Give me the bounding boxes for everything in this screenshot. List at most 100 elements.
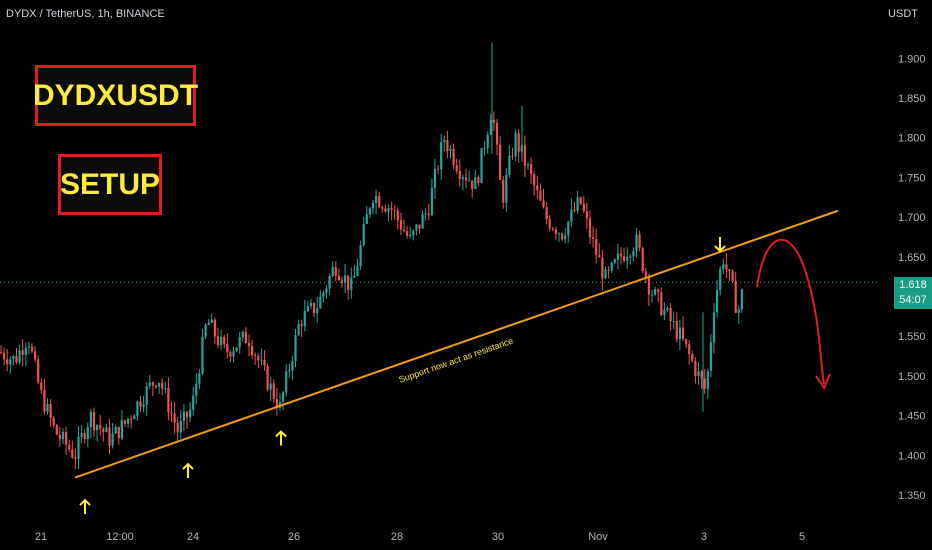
candle-body [613, 259, 616, 263]
candle-body [536, 185, 539, 191]
candle-body [241, 331, 244, 338]
candle-body [402, 229, 406, 232]
candle-body [660, 292, 663, 316]
candle-body [133, 415, 136, 420]
candle-body [185, 411, 189, 418]
candle-body [322, 292, 325, 297]
y-tick-label: 1.550 [898, 331, 926, 343]
candle-body [0, 352, 3, 354]
candle-body [263, 359, 266, 366]
candle-body [257, 356, 260, 361]
support-touch-arrow [275, 430, 287, 446]
candle-body [489, 119, 492, 135]
candle-body [685, 339, 688, 345]
candle-body [461, 177, 464, 179]
symbol-info[interactable]: DYDX / TetherUS, 1h, BINANCE [6, 8, 165, 20]
candle-body [694, 360, 697, 376]
candle-body [123, 420, 127, 424]
candle-body [623, 256, 626, 261]
candle-body [564, 235, 567, 240]
candle-body [486, 134, 489, 149]
candle-body [195, 383, 198, 396]
resistance-touch-arrow [714, 237, 726, 253]
candle-body [530, 164, 533, 175]
support-touch-arrow [79, 498, 91, 515]
candle-body [412, 230, 415, 236]
y-tick-label: 1.750 [898, 172, 926, 184]
candle-body [728, 269, 731, 272]
candle-body [511, 155, 514, 157]
candle-body [390, 208, 393, 210]
candle-body [46, 404, 49, 412]
candle-body [294, 335, 297, 361]
candle-body [210, 319, 213, 323]
candle-body [74, 457, 77, 459]
candle-body [480, 148, 483, 183]
candle-body [120, 420, 123, 439]
candle-body [356, 266, 359, 276]
candle-body [18, 350, 21, 363]
y-tick-label: 1.450 [898, 411, 926, 423]
candle-body [340, 280, 344, 283]
candle-body [285, 371, 288, 393]
candle-body [542, 200, 545, 208]
candle-body [83, 432, 86, 440]
candle-body [337, 275, 340, 281]
candle-body [626, 256, 629, 261]
candle-body [216, 336, 220, 346]
candle-body [440, 142, 443, 170]
last-price-value: 1.618 [899, 279, 927, 291]
candle-body [43, 389, 46, 412]
candle-body [703, 378, 706, 389]
candle-body [430, 187, 433, 216]
candle-body [92, 411, 96, 431]
candle-body [148, 382, 151, 387]
candle-body [238, 337, 241, 348]
setup-label-box: SETUP [58, 154, 162, 215]
candle-body [154, 385, 158, 387]
candle-body [508, 155, 511, 176]
candle-body [381, 207, 384, 209]
candle-body [557, 233, 561, 235]
candle-body [492, 119, 495, 123]
candle-body [65, 431, 68, 445]
candle-body [127, 418, 130, 424]
candle-body [678, 327, 681, 340]
candle-body [409, 235, 412, 237]
candle-body [319, 296, 322, 309]
candle-body [6, 359, 9, 365]
candle-body [220, 337, 223, 346]
candle-body [40, 382, 43, 390]
candle-body [421, 214, 424, 229]
candle-body [37, 359, 40, 383]
candle-body [111, 433, 114, 446]
candle-body [151, 382, 154, 386]
candle-body [437, 168, 440, 170]
candle-body [235, 347, 238, 352]
candle-body [415, 224, 418, 231]
candle-body [68, 444, 71, 450]
candle-body [213, 319, 216, 337]
candle-body [468, 180, 471, 182]
candle-body [505, 175, 508, 203]
candle-body [672, 320, 675, 322]
candle-body [666, 308, 669, 310]
candle-body [719, 269, 722, 290]
candle-body [455, 164, 458, 172]
candle-body [328, 275, 331, 289]
candle-body [27, 346, 30, 348]
candle-body [567, 221, 570, 236]
candle-body [179, 421, 182, 433]
candle-body [657, 289, 660, 293]
candle-body [452, 148, 455, 165]
candle-body [523, 145, 526, 166]
candle-body [709, 342, 712, 371]
y-tick-label: 1.650 [898, 252, 926, 264]
candle-body [561, 233, 564, 240]
y-tick-label: 1.850 [898, 93, 926, 105]
support-touch-arrow [182, 462, 194, 479]
candle-body [449, 148, 452, 151]
candle-body [232, 351, 235, 357]
candle-body [309, 302, 313, 307]
